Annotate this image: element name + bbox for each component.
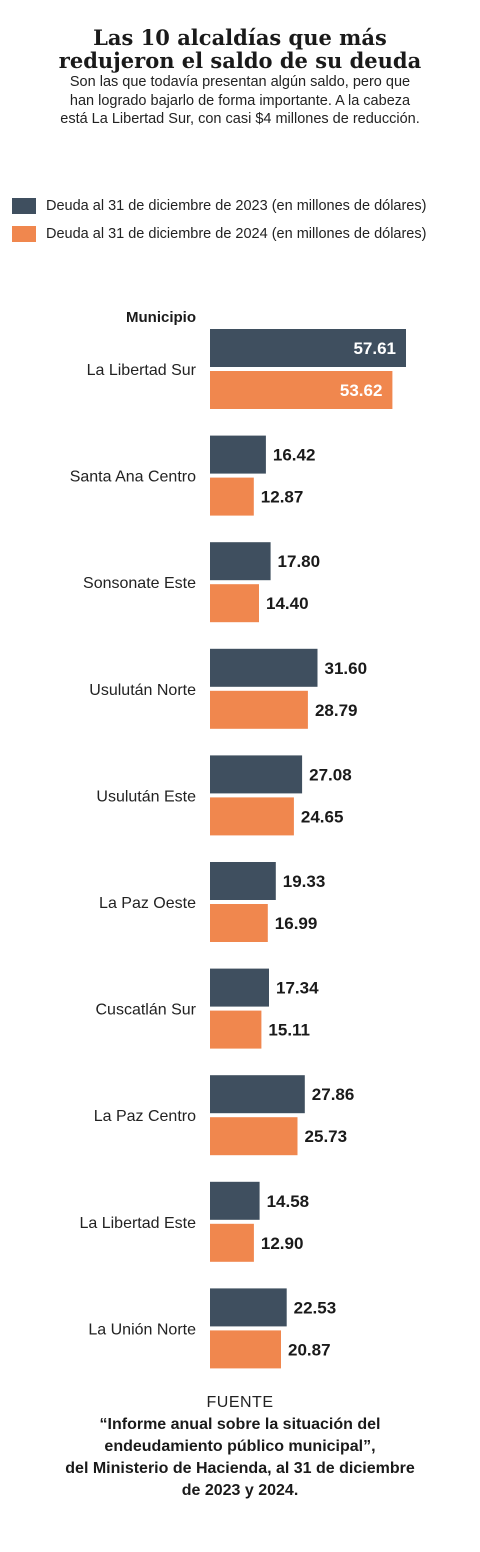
value-label-s2024: 14.40	[266, 594, 309, 613]
chart-title-line-2: redujeron el saldo de su deuda	[58, 48, 422, 73]
bar-s2023	[210, 862, 276, 900]
bar-s2023	[210, 329, 406, 367]
bar-s2024	[210, 1117, 298, 1156]
value-label-s2024: 28.79	[315, 701, 358, 720]
bar-s2023	[210, 755, 303, 794]
source-line-1: “Informe anual sobre la situación del	[99, 1416, 381, 1433]
category-label: Cuscatlán Sur	[96, 1002, 197, 1019]
bar-s2023	[210, 1181, 260, 1220]
value-label-s2023: 19.33	[283, 872, 326, 891]
bar-s2023	[210, 648, 318, 687]
source-line-2: endeudamiento público municipal”,	[104, 1438, 376, 1455]
bar-s2024	[210, 904, 268, 942]
column-header: Municipio	[126, 309, 196, 326]
value-label-s2024: 25.73	[305, 1127, 348, 1146]
chart-subtitle: Son las que todavía presentan algún sald…	[60, 74, 420, 127]
value-label-s2023: 22.53	[294, 1298, 337, 1317]
category-label: Usulután Norte	[89, 682, 196, 699]
category-label: Sonsonate Este	[83, 575, 196, 592]
source-label: FUENTE	[206, 1394, 274, 1411]
value-label-s2024: 53.62	[340, 381, 383, 400]
bar-s2024	[210, 1010, 262, 1049]
legend-label-2024: Deuda al 31 de diciembre de 2024 (en mil…	[46, 226, 427, 242]
value-label-s2024: 15.11	[268, 1021, 310, 1040]
category-label: La Libertad Este	[79, 1215, 196, 1232]
value-label-s2023: 16.42	[273, 446, 316, 465]
value-label-s2024: 12.90	[261, 1234, 304, 1253]
legend-item-2023: Deuda al 31 de diciembre de 2023 (en mil…	[12, 194, 426, 218]
bar-s2024	[210, 1223, 254, 1262]
category-label: La Paz Oeste	[99, 895, 196, 912]
legend-swatch-2024	[12, 226, 36, 242]
legend-swatch-2023	[12, 198, 36, 214]
value-label-s2024: 16.99	[275, 914, 318, 933]
value-label-s2023: 27.86	[312, 1085, 355, 1104]
bar-s2023	[210, 435, 266, 474]
value-label-s2023: 17.80	[278, 552, 321, 571]
value-label-s2023: 14.58	[267, 1192, 310, 1211]
value-label-s2023: 31.60	[325, 659, 368, 678]
value-label-s2023: 27.08	[309, 765, 352, 784]
value-label-s2023: 17.34	[276, 979, 319, 998]
value-label-s2024: 12.87	[261, 488, 304, 507]
legend-label-2023: Deuda al 31 de diciembre de 2023 (en mil…	[46, 198, 427, 214]
source-line-3: del Ministerio de Hacienda, al 31 de dic…	[65, 1460, 415, 1477]
bar-s2024	[210, 584, 259, 623]
bar-s2023	[210, 1288, 287, 1327]
category-label: Santa Ana Centro	[70, 469, 196, 486]
bar-s2023	[210, 1075, 305, 1114]
legend: Deuda al 31 de diciembre de 2023 (en mil…	[12, 194, 426, 250]
bar-s2024	[210, 690, 308, 729]
value-label-s2023: 57.61	[353, 339, 396, 358]
bar-s2024	[210, 477, 254, 516]
bar-s2023	[210, 542, 271, 581]
bar-s2023	[210, 968, 269, 1007]
value-label-s2024: 20.87	[288, 1340, 331, 1359]
category-label: Usulután Este	[96, 788, 196, 805]
bar-chart: La Libertad Sur 57.61 53.62 Santa Ana Centr…	[70, 329, 406, 1369]
source-block: FUENTE “Informe anual sobre la situación…	[0, 1394, 480, 1502]
chart-title: Las 10 alcaldías que más redujeron el sa…	[0, 26, 480, 72]
chart-title-line-1: Las 10 alcaldías que más	[93, 25, 387, 50]
bar-s2024	[210, 797, 294, 836]
category-label: La Paz Centro	[94, 1108, 196, 1125]
category-label: La Unión Norte	[88, 1321, 196, 1338]
bar-s2024	[210, 371, 393, 409]
bar-s2024	[210, 1330, 281, 1369]
value-label-s2024: 24.65	[301, 807, 344, 826]
category-label: La Libertad Sur	[87, 362, 197, 379]
legend-item-2024: Deuda al 31 de diciembre de 2024 (en mil…	[12, 222, 426, 246]
source-line-4: de 2023 y 2024.	[181, 1482, 299, 1499]
